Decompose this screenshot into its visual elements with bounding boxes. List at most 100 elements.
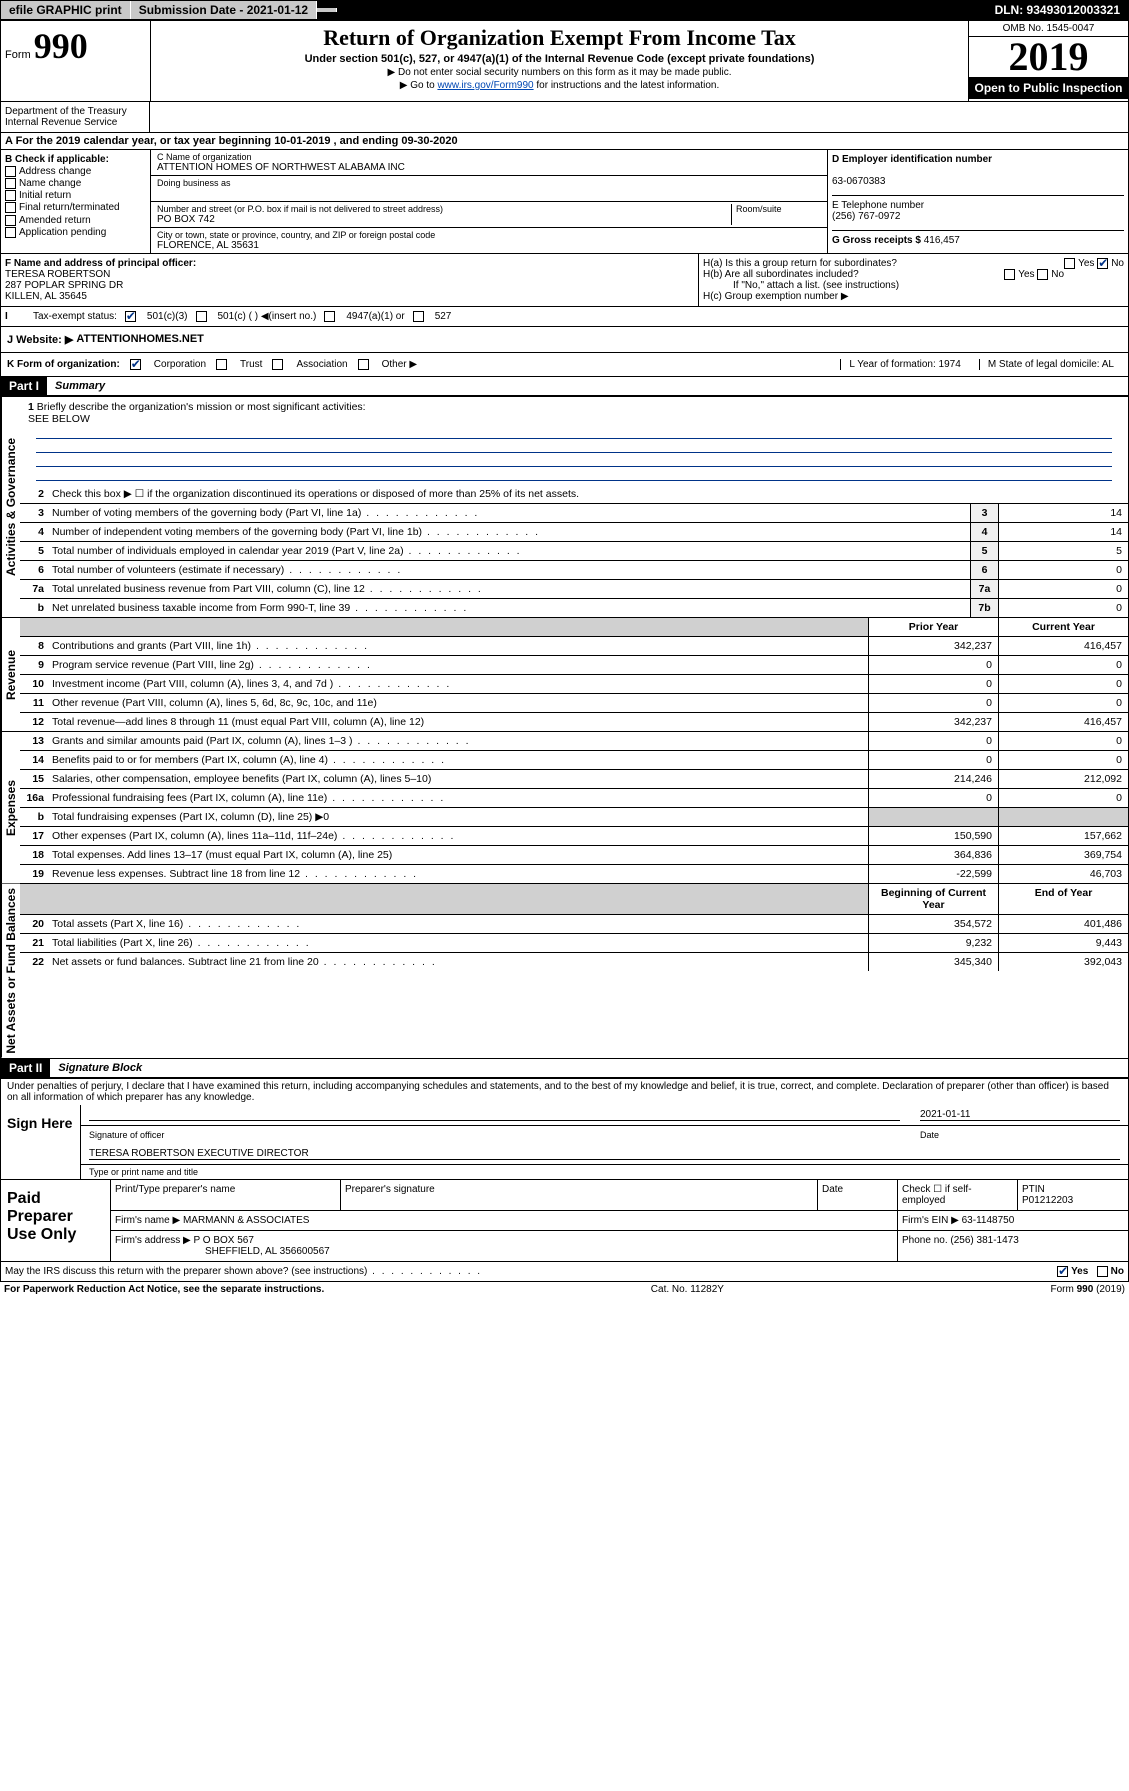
chk-501c3[interactable]: [125, 311, 136, 322]
firm-addr1: P O BOX 567: [194, 1235, 254, 1246]
phone-label: E Telephone number: [832, 200, 924, 211]
firm-addr2: SHEFFIELD, AL 356600567: [115, 1246, 330, 1257]
line-8: 8Contributions and grants (Part VIII, li…: [20, 637, 1128, 656]
tax-year: 2019: [969, 37, 1128, 77]
section-governance: Activities & Governance 1 Briefly descri…: [0, 397, 1129, 618]
period-row: A For the 2019 calendar year, or tax yea…: [0, 133, 1129, 150]
instructions-link[interactable]: www.irs.gov/Form990: [437, 80, 533, 91]
prep-sig-hdr: Preparer's signature: [341, 1180, 818, 1210]
typed-name: TERESA ROBERTSON EXECUTIVE DIRECTOR: [89, 1148, 1120, 1160]
col-beginning-year: Beginning of Current Year: [868, 884, 998, 914]
ein-value: 63-0670383: [832, 176, 885, 187]
room-suite-label: Room/suite: [736, 204, 782, 214]
firm-ein: 63-1148750: [962, 1215, 1015, 1226]
org-address: PO BOX 742: [157, 214, 215, 225]
line-16a: 16aProfessional fundraising fees (Part I…: [20, 789, 1128, 808]
line-7a: 7aTotal unrelated business revenue from …: [20, 580, 1128, 599]
section-expenses: Expenses 13Grants and similar amounts pa…: [0, 732, 1129, 884]
line-9: 9Program service revenue (Part VIII, lin…: [20, 656, 1128, 675]
state-domicile: M State of legal domicile: AL: [979, 359, 1122, 370]
sign-here-label: Sign Here: [1, 1105, 81, 1179]
ha-label: H(a) Is this a group return for subordin…: [703, 258, 897, 269]
subtitle-2: ▶ Do not enter social security numbers o…: [159, 67, 960, 78]
paid-preparer-label: Paid Preparer Use Only: [1, 1180, 111, 1261]
tax-status-row: I Tax-exempt status: 501(c)(3) 501(c) ( …: [0, 307, 1129, 327]
chk-trust[interactable]: [216, 359, 227, 370]
name-address-block: C Name of organization ATTENTION HOMES O…: [151, 150, 1128, 253]
website-label: J Website: ▶: [7, 333, 73, 346]
main-title: Return of Organization Exempt From Incom…: [159, 25, 960, 51]
form-of-org-row: K Form of organization: Corporation Trus…: [0, 353, 1129, 377]
chk-initial-return[interactable]: Initial return: [5, 190, 146, 201]
website-row: J Website: ▶ ATTENTIONHOMES.NET: [0, 327, 1129, 353]
sign-here-block: Sign Here 2021-01-11 Signature of office…: [0, 1105, 1129, 1180]
sig-date: 2021-01-11: [920, 1109, 1120, 1121]
paperwork-notice: For Paperwork Reduction Act Notice, see …: [4, 1284, 324, 1295]
preparer-header-row: Print/Type preparer's name Preparer's si…: [111, 1180, 1128, 1211]
check-b-column: B Check if applicable: Address change Na…: [1, 150, 151, 253]
chk-4947[interactable]: [324, 311, 335, 322]
section-net-assets: Net Assets or Fund Balances Beginning of…: [0, 884, 1129, 1059]
chk-amended[interactable]: Amended return: [5, 215, 146, 226]
revenue-header: Prior Year Current Year: [20, 618, 1128, 637]
chk-other[interactable]: [358, 359, 369, 370]
chk-corp[interactable]: [130, 359, 141, 370]
col-current-year: Current Year: [998, 618, 1128, 636]
discuss-no[interactable]: [1097, 1266, 1108, 1277]
vlabel-governance: Activities & Governance: [1, 397, 20, 617]
hb-yes[interactable]: [1004, 269, 1015, 280]
line-4: 4Number of independent voting members of…: [20, 523, 1128, 542]
ein-label: D Employer identification number: [832, 154, 992, 165]
tax-status-label: Tax-exempt status:: [33, 311, 117, 322]
chk-527[interactable]: [413, 311, 424, 322]
net-assets-header: Beginning of Current Year End of Year: [20, 884, 1128, 915]
line-5: 5Total number of individuals employed in…: [20, 542, 1128, 561]
chk-assoc[interactable]: [272, 359, 283, 370]
org-name-row: C Name of organization ATTENTION HOMES O…: [151, 150, 827, 176]
line-13: 13Grants and similar amounts paid (Part …: [20, 732, 1128, 751]
hc-label: H(c) Group exemption number ▶: [703, 291, 1124, 302]
gross-receipts-value: 416,457: [924, 235, 960, 246]
line-2: 2 Check this box ▶ ☐ if the organization…: [20, 485, 1128, 504]
col-prior-year: Prior Year: [868, 618, 998, 636]
line-3: 3Number of voting members of the governi…: [20, 504, 1128, 523]
paid-preparer-block: Paid Preparer Use Only Print/Type prepar…: [0, 1180, 1129, 1262]
dln: DLN: 93493012003321: [987, 1, 1128, 19]
firm-addr-row: Firm's address ▶ P O BOX 567 SHEFFIELD, …: [111, 1231, 1128, 1261]
part-1-label: Part I: [1, 377, 47, 395]
principal-officer: F Name and address of principal officer:…: [1, 254, 698, 306]
chk-name-change[interactable]: Name change: [5, 178, 146, 189]
subtitle-1: Under section 501(c), 527, or 4947(a)(1)…: [159, 53, 960, 65]
vlabel-revenue: Revenue: [1, 618, 20, 731]
sig-officer-row: 2021-01-11: [81, 1105, 1128, 1126]
dba-row: Doing business as: [151, 176, 827, 202]
officer-addr2: KILLEN, AL 35645: [5, 291, 87, 302]
line-10: 10Investment income (Part VIII, column (…: [20, 675, 1128, 694]
chk-app-pending[interactable]: Application pending: [5, 227, 146, 238]
chk-final-return[interactable]: Final return/terminated: [5, 202, 146, 213]
form-header: Form 990 Return of Organization Exempt F…: [0, 20, 1129, 102]
hb-no[interactable]: [1037, 269, 1048, 280]
year-formation: L Year of formation: 1974: [840, 359, 968, 370]
vlabel-net-assets: Net Assets or Fund Balances: [1, 884, 20, 1058]
line-18: 18Total expenses. Add lines 13–17 (must …: [20, 846, 1128, 865]
hb-label: H(b) Are all subordinates included?: [703, 269, 859, 280]
discuss-yes[interactable]: [1057, 1266, 1068, 1277]
discuss-text: May the IRS discuss this return with the…: [5, 1266, 482, 1277]
group-return-block: H(a) Is this a group return for subordin…: [698, 254, 1128, 306]
efile-print[interactable]: efile GRAPHIC print: [1, 1, 131, 19]
prep-date-hdr: Date: [818, 1180, 898, 1210]
ha-yes[interactable]: [1064, 258, 1075, 269]
open-to-public: Open to Public Inspection: [969, 77, 1128, 99]
firm-phone: (256) 381-1473: [950, 1235, 1018, 1246]
chk-501c[interactable]: [196, 311, 207, 322]
line-15: 15Salaries, other compensation, employee…: [20, 770, 1128, 789]
ha-no[interactable]: [1097, 258, 1108, 269]
line-16b: bTotal fundraising expenses (Part IX, co…: [20, 808, 1128, 827]
prep-name-hdr: Print/Type preparer's name: [111, 1180, 341, 1210]
line-20: 20Total assets (Part X, line 16)354,5724…: [20, 915, 1128, 934]
line-22: 22Net assets or fund balances. Subtract …: [20, 953, 1128, 971]
right-id-column: D Employer identification number 63-0670…: [828, 150, 1128, 253]
chk-address-change[interactable]: Address change: [5, 166, 146, 177]
part-2-label: Part II: [1, 1059, 50, 1077]
